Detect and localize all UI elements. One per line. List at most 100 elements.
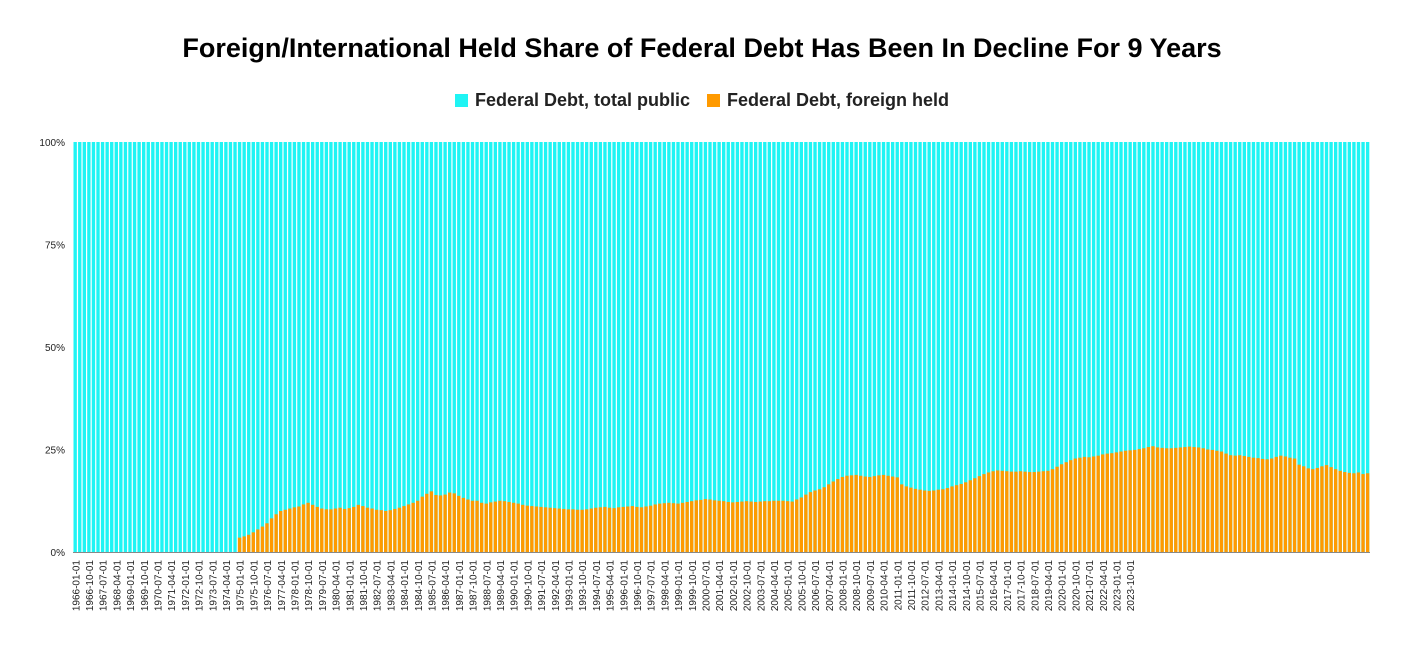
bar-foreign-held	[950, 486, 954, 552]
bar-foreign-held	[1151, 446, 1155, 552]
bar-foreign-held	[1000, 470, 1004, 552]
bar-total-public	[662, 142, 666, 552]
bar-foreign-held	[315, 506, 319, 552]
bar-total-public	[1069, 142, 1073, 552]
bar-foreign-held	[712, 500, 717, 552]
bar-total-public	[630, 142, 635, 552]
bar-foreign-held	[247, 534, 251, 552]
bar-foreign-held	[959, 483, 963, 552]
x-tick-label: 1997-07-01	[647, 560, 658, 612]
bar-foreign-held	[1146, 447, 1151, 552]
bar-foreign-held	[1046, 470, 1050, 552]
bar-total-public	[900, 142, 904, 552]
bar-total-public	[1192, 142, 1196, 552]
bar-total-public	[772, 142, 776, 552]
legend-item-foreign-held[interactable]: Federal Debt, foreign held	[707, 90, 949, 111]
bar-foreign-held	[1365, 473, 1370, 552]
bar-total-public	[1050, 142, 1055, 552]
bar-foreign-held	[703, 499, 708, 552]
x-tick-label: 2022-04-01	[1099, 560, 1110, 612]
bar-total-public	[406, 142, 411, 552]
x-tick-label: 1999-10-01	[688, 560, 699, 612]
bar-foreign-held	[443, 494, 447, 552]
bar-total-public	[1224, 142, 1228, 552]
bar-total-public	[909, 142, 913, 552]
bar-total-public	[790, 142, 794, 552]
bar-total-public	[507, 142, 511, 552]
bar-total-public	[671, 142, 676, 552]
bar-foreign-held	[763, 501, 767, 552]
bar-total-public	[1201, 142, 1205, 552]
x-tick-label: 2005-01-01	[784, 560, 795, 612]
bar-total-public	[269, 142, 274, 552]
bar-total-public	[1169, 142, 1173, 552]
bar-foreign-held	[863, 476, 867, 552]
bar-foreign-held	[1091, 456, 1096, 552]
bar-total-public	[781, 142, 785, 552]
legend-item-total-public[interactable]: Federal Debt, total public	[454, 90, 690, 111]
bar-total-public	[1055, 142, 1059, 552]
bar-foreign-held	[1347, 472, 1352, 552]
bar-foreign-held	[699, 499, 703, 552]
bar-total-public	[603, 142, 607, 552]
bar-total-public	[123, 142, 128, 552]
bar-total-public	[1288, 142, 1292, 552]
bar-total-public	[653, 142, 657, 552]
bar-foreign-held	[352, 506, 356, 552]
bar-foreign-held	[516, 503, 520, 552]
bar-foreign-held	[1192, 447, 1196, 552]
bar-total-public	[1251, 142, 1256, 552]
bar-total-public	[142, 142, 146, 552]
bar-foreign-held	[498, 500, 502, 552]
x-tick-label: 2015-07-01	[976, 560, 987, 612]
bar-foreign-held	[370, 508, 374, 552]
bar-foreign-held	[1311, 469, 1315, 552]
bar-total-public	[178, 142, 182, 552]
bar-foreign-held	[292, 507, 297, 552]
x-tick-label: 1984-10-01	[414, 560, 425, 612]
bar-total-public	[717, 142, 721, 552]
bar-foreign-held	[621, 506, 625, 552]
bar-total-public	[219, 142, 224, 552]
bar-total-public	[119, 142, 123, 552]
bar-foreign-held	[758, 501, 762, 552]
bar-total-public	[233, 142, 237, 552]
bar-total-public	[1164, 142, 1169, 552]
bar-total-public	[429, 142, 434, 552]
x-tick-label: 1968-04-01	[112, 560, 123, 612]
bar-total-public	[996, 142, 1000, 552]
bars-group	[73, 142, 1370, 552]
bar-foreign-held	[457, 495, 461, 552]
bar-total-public	[1137, 142, 1141, 552]
bar-foreign-held	[968, 480, 972, 552]
x-tick-label: 1972-10-01	[195, 560, 206, 612]
bar-foreign-held	[589, 508, 593, 552]
bar-total-public	[1046, 142, 1050, 552]
bar-total-public	[1183, 142, 1187, 552]
bar-foreign-held	[913, 488, 918, 552]
bar-foreign-held	[553, 508, 557, 552]
bar-total-public	[607, 142, 612, 552]
x-tick-label: 1967-07-01	[99, 560, 110, 612]
bar-total-public	[484, 142, 488, 552]
x-tick-label: 2008-10-01	[852, 560, 863, 612]
bar-total-public	[1210, 142, 1215, 552]
bar-foreign-held	[1041, 471, 1046, 552]
bar-foreign-held	[1119, 451, 1123, 552]
bar-foreign-held	[288, 508, 292, 552]
bar-foreign-held	[1187, 446, 1192, 552]
bar-total-public	[598, 142, 603, 552]
bar-total-public	[502, 142, 507, 552]
bar-total-public	[160, 142, 164, 552]
bar-foreign-held	[260, 526, 265, 552]
x-tick-label: 1990-01-01	[510, 560, 521, 612]
bar-foreign-held	[447, 492, 452, 552]
bar-foreign-held	[744, 501, 749, 552]
x-tick-label: 2018-07-01	[1030, 560, 1041, 612]
bar-total-public	[224, 142, 228, 552]
y-tick-label: 0%	[51, 548, 66, 559]
x-tick-label: 1987-01-01	[455, 560, 466, 612]
bar-foreign-held	[365, 507, 370, 552]
bar-total-public	[265, 142, 269, 552]
bar-foreign-held	[982, 474, 986, 552]
